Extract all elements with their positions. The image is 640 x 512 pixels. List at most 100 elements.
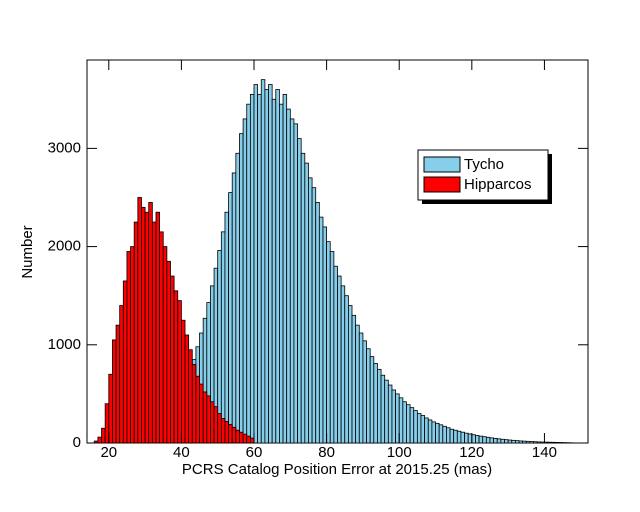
- bar: [514, 440, 520, 444]
- bar: [485, 436, 491, 444]
- x-axis-label: PCRS Catalog Position Error at 2015.25 (…: [182, 461, 492, 478]
- bar: [304, 162, 309, 444]
- bar: [326, 241, 331, 444]
- bar: [554, 442, 560, 444]
- bar: [431, 421, 436, 444]
- bar: [344, 295, 349, 444]
- bar: [340, 285, 346, 444]
- y-axis-label: Number: [19, 225, 36, 278]
- bar: [271, 98, 277, 444]
- bar: [217, 413, 222, 444]
- bar: [496, 438, 502, 444]
- bar: [409, 407, 415, 444]
- x-tick-label: 140: [532, 444, 557, 461]
- bar: [329, 251, 335, 444]
- bar: [522, 440, 527, 444]
- bar: [293, 123, 298, 444]
- bar: [544, 441, 549, 444]
- bar: [112, 339, 117, 444]
- x-tick-label: 40: [173, 444, 190, 461]
- bar: [155, 211, 161, 444]
- bar: [475, 435, 480, 444]
- bar: [144, 211, 150, 444]
- bar: [104, 403, 110, 444]
- bar: [210, 401, 215, 444]
- bar: [268, 84, 273, 444]
- x-tick-label: 120: [459, 444, 484, 461]
- bar: [289, 118, 295, 444]
- bar: [391, 389, 396, 444]
- bar: [420, 415, 426, 444]
- bar: [366, 348, 371, 444]
- bar: [231, 172, 237, 444]
- bar: [206, 395, 211, 444]
- bar: [148, 201, 153, 444]
- legend-label: Hipparcos: [464, 176, 532, 193]
- bar: [453, 429, 458, 444]
- bar: [471, 434, 476, 444]
- bar: [162, 246, 168, 444]
- bar: [97, 436, 102, 444]
- bar: [300, 152, 306, 444]
- bar: [122, 280, 128, 444]
- bar: [170, 275, 175, 444]
- bar: [387, 384, 393, 444]
- bar: [493, 437, 498, 444]
- bar: [184, 334, 190, 444]
- x-tick-label: 80: [318, 444, 335, 461]
- y-tick-label: 3000: [48, 139, 81, 156]
- bar: [318, 216, 324, 444]
- bar: [478, 435, 484, 444]
- bar: [380, 374, 386, 444]
- bar: [358, 332, 364, 444]
- bar: [249, 437, 255, 444]
- bar: [525, 440, 531, 444]
- bar: [119, 305, 124, 444]
- bar: [228, 192, 233, 444]
- bar: [362, 340, 367, 444]
- bar: [460, 431, 465, 444]
- bar: [529, 441, 534, 444]
- bar: [398, 397, 404, 444]
- bar: [446, 427, 451, 444]
- x-tick-label: 20: [100, 444, 117, 461]
- legend-swatch: [423, 176, 461, 193]
- bar: [199, 383, 204, 444]
- bar: [173, 290, 179, 444]
- bar: [137, 197, 142, 444]
- bar: [489, 437, 495, 444]
- bar: [213, 406, 219, 444]
- bar: [355, 324, 360, 444]
- bar: [464, 432, 469, 444]
- bar: [260, 79, 266, 444]
- bar: [239, 133, 244, 444]
- bar: [467, 433, 473, 444]
- bar: [101, 427, 106, 444]
- bar: [246, 435, 251, 444]
- bar: [377, 368, 382, 444]
- bar: [220, 231, 226, 444]
- bar: [351, 314, 357, 444]
- bar: [507, 439, 513, 444]
- bar: [435, 422, 440, 444]
- bar: [242, 118, 248, 444]
- bar: [202, 391, 208, 444]
- bar: [264, 89, 269, 444]
- bar: [246, 103, 251, 444]
- bar: [130, 246, 135, 444]
- bar: [384, 379, 389, 444]
- bar: [406, 404, 411, 444]
- bar: [373, 363, 378, 444]
- bar: [166, 260, 171, 444]
- bar: [220, 418, 226, 444]
- bar: [224, 420, 229, 444]
- bar: [126, 251, 131, 444]
- bar: [151, 221, 157, 444]
- bar: [180, 319, 186, 444]
- bar: [369, 356, 375, 444]
- bar: [249, 93, 255, 444]
- bar: [347, 305, 353, 444]
- bar: [424, 417, 429, 444]
- bar: [275, 89, 280, 444]
- bar: [242, 433, 248, 444]
